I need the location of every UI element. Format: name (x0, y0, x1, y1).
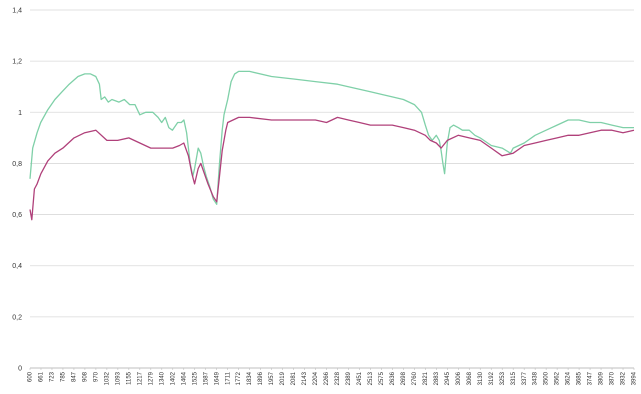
x-tick-label: 3377 (522, 371, 528, 385)
x-tick-label: 2328 (335, 371, 341, 385)
x-tick-label: 1587 (203, 371, 209, 385)
x-tick-label: 1032 (104, 371, 110, 385)
x-tick-label: 2204 (313, 371, 319, 385)
x-tick-label: 1402 (170, 371, 176, 385)
x-tick-label: 1772 (236, 371, 242, 385)
x-tick-label: 2019 (280, 371, 286, 385)
x-tick-label: 3747 (588, 371, 594, 385)
x-tick-label: 2451 (357, 371, 363, 385)
x-tick-label: 1093 (115, 371, 121, 385)
x-tick-label: 2636 (390, 371, 396, 385)
x-tick-label: 2266 (324, 371, 330, 385)
x-tick-label: 3562 (555, 371, 561, 385)
x-tick-label: 3006 (456, 371, 462, 385)
x-tick-label: 1834 (247, 371, 253, 385)
x-tick-labels: 600 661 723 785 847 908 970 1032 1093 1155 1217 127… (28, 371, 638, 385)
x-tick-label: 2821 (423, 371, 429, 385)
x-tick-label: 2698 (401, 371, 407, 385)
x-tick-label: 723 (50, 371, 56, 382)
x-tick-label: 1155 (126, 371, 132, 385)
y-tick-label: 1,4 (12, 8, 22, 15)
x-tick-label: 847 (72, 371, 78, 382)
x-tick-label: 3994 (632, 371, 638, 385)
axes (29, 367, 635, 370)
gridlines (30, 9, 634, 318)
x-tick-label: 3809 (599, 371, 605, 385)
y-tick-label: 0,8 (12, 161, 22, 168)
y-tick-label: 0,4 (12, 263, 22, 270)
y-tick-label: 0,2 (12, 314, 22, 321)
x-tick-label: 2760 (412, 371, 418, 385)
x-tick-label: 2081 (291, 371, 297, 385)
x-tick-label: 1464 (181, 371, 187, 385)
x-tick-label: 1217 (137, 371, 143, 385)
x-tick-label: 661 (39, 371, 45, 382)
x-tick-label: 600 (28, 371, 34, 382)
x-tick-label: 3253 (500, 371, 506, 385)
x-tick-label: 3932 (621, 371, 627, 385)
x-tick-label: 3438 (533, 371, 539, 385)
x-tick-label: 3685 (577, 371, 583, 385)
x-tick-label: 1649 (214, 371, 220, 385)
x-tick-label: 3192 (489, 371, 495, 385)
x-tick-label: 785 (61, 371, 67, 382)
x-tick-label: 2143 (302, 371, 308, 385)
x-tick-label: 908 (82, 371, 88, 382)
x-tick-label: 3624 (566, 371, 572, 385)
x-tick-label: 1525 (192, 371, 198, 385)
x-tick-label: 1711 (225, 371, 231, 385)
series-line-2 (29, 116, 635, 221)
x-tick-label: 970 (93, 371, 99, 382)
series-line-1 (29, 70, 634, 205)
y-tick-label: 0,6 (12, 212, 22, 219)
y-tick-label: 1,2 (12, 59, 22, 66)
x-tick-label: 2513 (368, 371, 374, 385)
y-tick-label: 0 (18, 366, 22, 373)
series-group (29, 70, 635, 221)
x-tick-label: 2575 (379, 371, 385, 385)
x-tick-label: 3870 (610, 371, 616, 385)
y-tick-labels: 0 0,2 0,4 0,6 0,8 1 1,2 1,4 (12, 8, 22, 373)
x-tick-label: 3068 (467, 371, 473, 385)
y-tick-label: 1 (18, 110, 22, 117)
x-tick-label: 3130 (478, 371, 484, 385)
x-tick-label: 1896 (258, 371, 264, 385)
x-tick-label: 3500 (544, 371, 550, 385)
x-tick-label: 1340 (159, 371, 165, 385)
x-tick-label: 2883 (434, 371, 440, 385)
x-tick-label: 2945 (445, 371, 451, 385)
x-tick-label: 1279 (148, 371, 154, 385)
x-tick-label: 3315 (511, 371, 517, 385)
x-tick-label: 1957 (269, 371, 275, 385)
x-tick-label: 2389 (346, 371, 352, 385)
